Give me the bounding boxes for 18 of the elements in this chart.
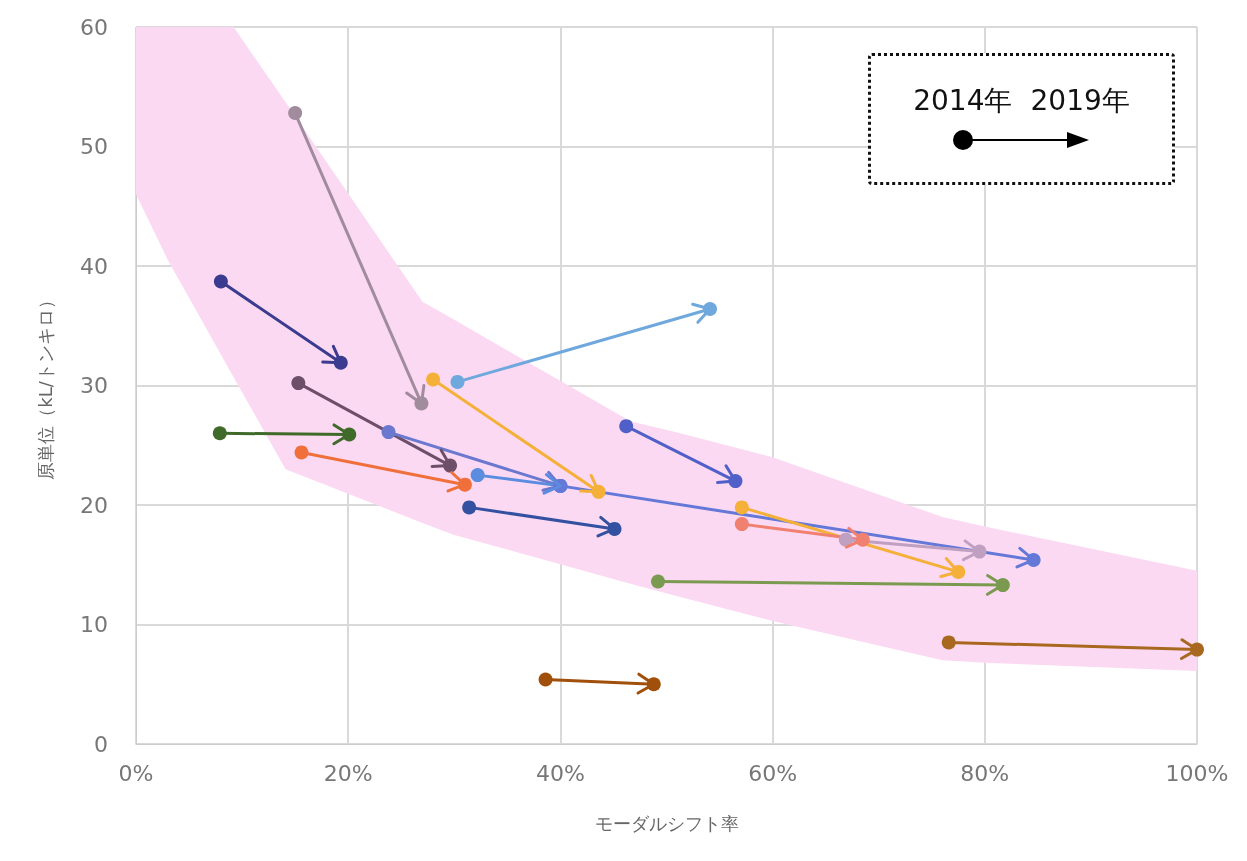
y-tick-label: 10 — [80, 612, 108, 637]
key-frame: 2014年 2019年 — [868, 53, 1175, 185]
y-tick-label: 0 — [94, 731, 108, 757]
y-tick-label: 50 — [80, 134, 108, 159]
x-tick-label: 40% — [535, 760, 585, 786]
annotation: 2019年 — [1030, 83, 1130, 119]
y-tick-label: 60 — [80, 14, 108, 40]
y-tick-label: 20 — [80, 492, 108, 518]
x-tick-label: 0% — [118, 760, 154, 786]
x-tick-label: 20% — [323, 760, 373, 786]
x-tick-label: 100% — [1165, 760, 1229, 786]
annotation: 2014年 — [913, 83, 1013, 119]
y-tick-label: 30 — [80, 373, 108, 398]
y-tick-label: 40 — [80, 253, 108, 279]
x-axis-title: モーダルシフト率 — [594, 812, 739, 834]
y-axis-title: 原単位（kL/トンキロ） — [34, 291, 56, 480]
x-tick-label: 60% — [748, 760, 798, 786]
x-tick-label: 80% — [960, 760, 1010, 786]
